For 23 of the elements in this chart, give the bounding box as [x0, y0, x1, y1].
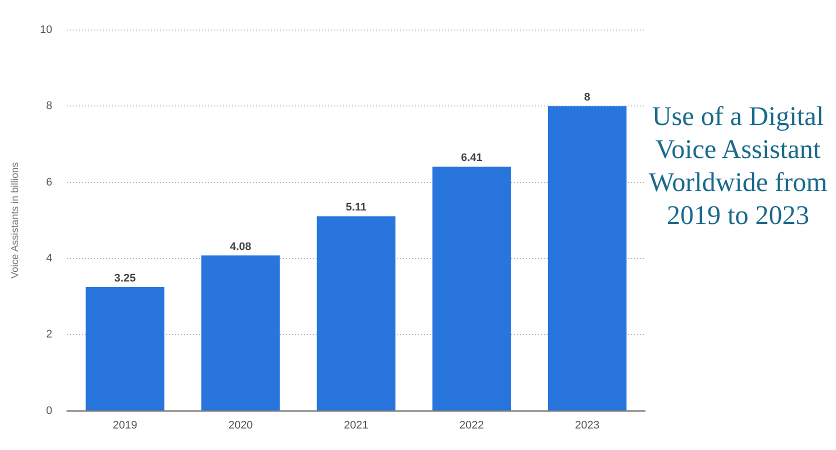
x-tick-label: 2022: [459, 419, 484, 432]
y-axis-title: Voice Assistants in billions: [10, 162, 21, 278]
y-tick-label: 10: [40, 24, 52, 36]
bar: [86, 287, 164, 410]
data-label: 8: [584, 92, 590, 104]
bar: [432, 166, 511, 410]
x-tick-label: 2023: [574, 419, 600, 432]
data-label: 6.41: [460, 152, 482, 164]
x-tick-label: 2019: [112, 419, 138, 432]
x-tick-label: 2021: [344, 419, 368, 432]
y-tick-label: 2: [46, 328, 52, 341]
bar: [316, 216, 396, 410]
data-label: 3.25: [114, 272, 136, 285]
data-label: 5.11: [346, 202, 367, 214]
data-label: 4.08: [230, 240, 252, 253]
y-tick-label: 0: [46, 404, 52, 417]
y-tick-label: 8: [46, 100, 52, 112]
bar: [548, 106, 627, 410]
bar: [201, 255, 280, 410]
y-tick-label: 4: [46, 252, 52, 265]
text: Use of a Digital Voice Assistant Worldwide from 2019 to 2023: [648, 100, 828, 232]
x-tick-label: 2020: [228, 419, 253, 432]
y-tick-label: 6: [46, 176, 52, 188]
